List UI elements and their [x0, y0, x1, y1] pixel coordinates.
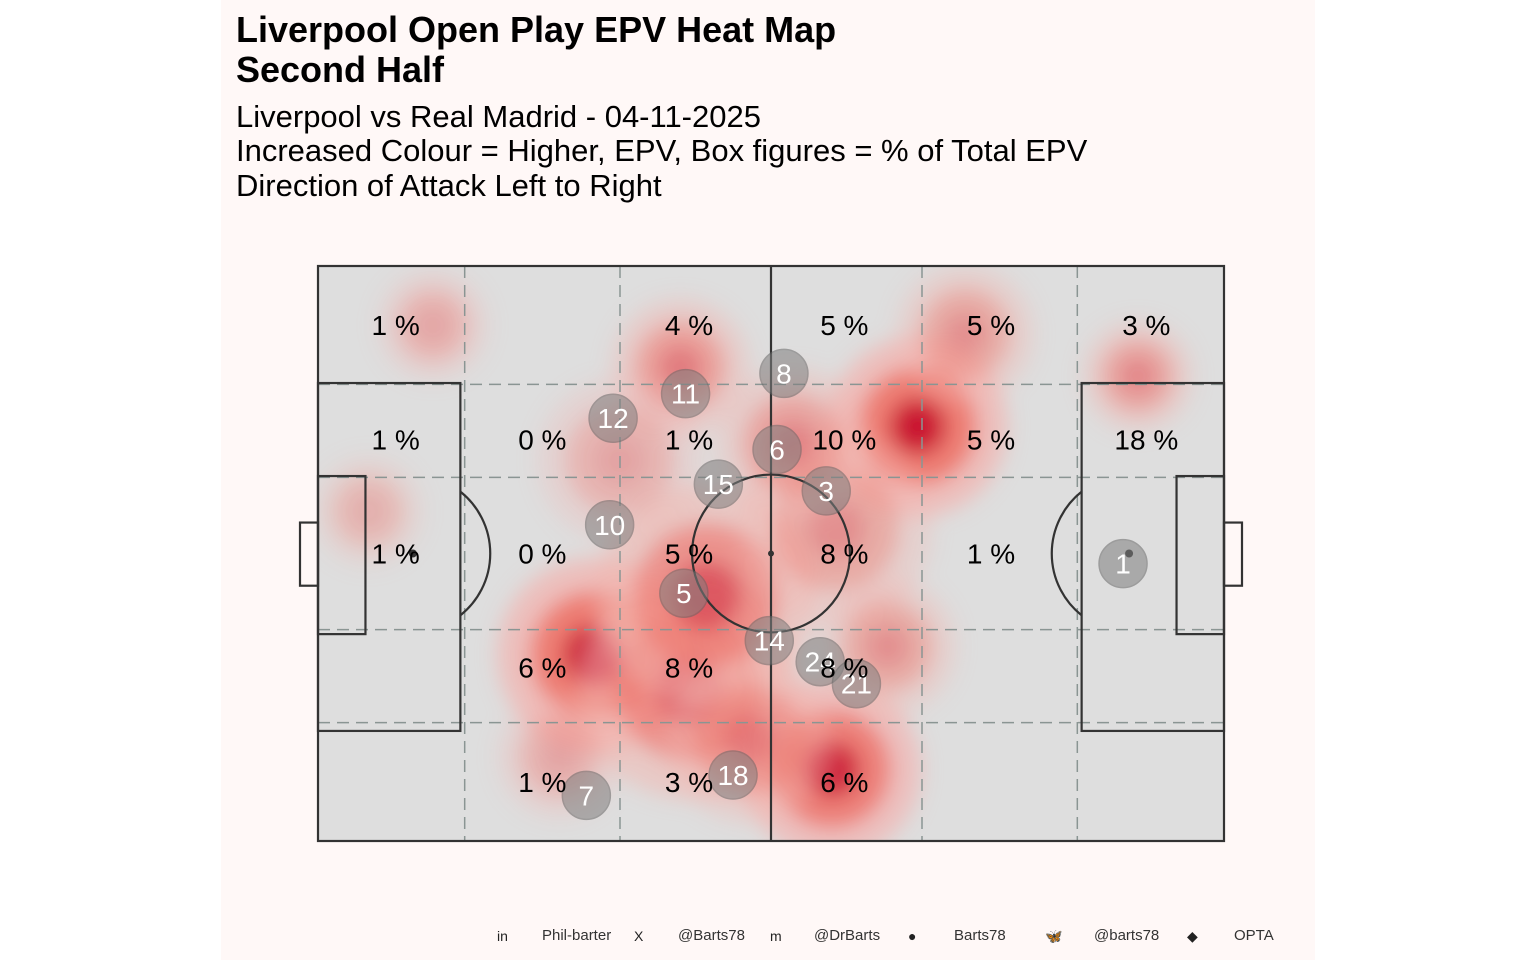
heat-spot-core	[1120, 358, 1155, 394]
linkedin-icon[interactable]: in	[497, 928, 508, 944]
zone-percent-label: 8 %	[665, 653, 713, 684]
penalty-arc-left	[459, 490, 492, 617]
player-number: 21	[841, 669, 872, 700]
zone-percent-label: 0 %	[518, 424, 566, 455]
player-marker	[708, 750, 758, 800]
penalty-arc-right	[1050, 490, 1083, 617]
zone-percent-label: 6 %	[820, 767, 868, 798]
zone-percent-label: 0 %	[518, 539, 566, 570]
player-marker	[561, 770, 612, 821]
goal-left	[298, 521, 320, 587]
footer-credit-label[interactable]: Phil-barter	[542, 927, 612, 944]
match-subtitle: Liverpool vs Real Madrid - 04-11-2025	[236, 99, 761, 134]
zone-percent-label: 1 %	[967, 539, 1015, 570]
heat-spot-core	[540, 737, 580, 776]
footer-credit-label[interactable]: @DrBarts	[814, 927, 881, 944]
player-marker	[660, 368, 711, 419]
player-marker	[759, 348, 809, 399]
mastodon-icon[interactable]: m	[770, 928, 782, 944]
player-marker	[1098, 538, 1148, 589]
github-icon[interactable]: ●	[908, 928, 917, 944]
footer-credit-label[interactable]: Barts78	[954, 927, 1006, 944]
zone-percent-label: 10 %	[812, 424, 876, 455]
zone-percent-label: 1 %	[665, 424, 713, 455]
zone-percent-label: 5 %	[967, 310, 1015, 341]
bluesky-icon[interactable]: 🦋	[1045, 928, 1063, 944]
zone-percent-label: 1 %	[372, 424, 420, 455]
player-number: 5	[676, 578, 692, 609]
heat-spot-core	[415, 307, 451, 343]
player-marker	[752, 424, 802, 475]
direction-subtitle: Direction of Attack Left to Right	[236, 168, 662, 203]
player-marker	[584, 500, 635, 550]
player-marker	[744, 615, 795, 666]
player-marker	[831, 658, 882, 709]
player-number: 24	[805, 647, 836, 678]
zone-percent-label: 8 %	[820, 653, 868, 684]
footer-credit-label[interactable]: @Barts78	[678, 927, 745, 944]
player-number: 10	[594, 510, 625, 541]
player-number: 8	[776, 358, 792, 389]
footer-credit-label[interactable]: @barts78	[1094, 927, 1160, 944]
penalty-spot-left	[408, 549, 417, 558]
zone-percent-label: 1 %	[518, 767, 566, 798]
player-number: 18	[717, 760, 748, 791]
heat-spot-core	[865, 624, 910, 669]
player-marker	[795, 636, 845, 687]
goal-right	[1222, 521, 1244, 587]
player-marker	[801, 466, 851, 516]
zone-percent-label: 1 %	[372, 539, 420, 570]
zone-percent-label: 18 %	[1114, 424, 1178, 455]
player-number: 14	[754, 626, 785, 657]
player-marker	[693, 459, 744, 509]
zone-percent-label: 5 %	[665, 539, 713, 570]
heat-spot-core	[889, 398, 946, 455]
player-marker	[588, 393, 638, 443]
legend-subtitle: Increased Colour = Higher, EPV, Box figu…	[236, 133, 1088, 168]
zone-labels: 1 % 4 % 5 % 5 % 3 %1 % 0 % 1 % 10 % 5 % 18 %1 % 0 …	[372, 310, 1179, 798]
player-number: 1	[1115, 549, 1131, 580]
player-number: 11	[671, 379, 700, 410]
zone-percent-label: 3 %	[1122, 310, 1170, 341]
player-number: 15	[703, 469, 734, 500]
heat-spot-core	[350, 493, 386, 529]
zone-percent-label: 1 %	[372, 310, 420, 341]
zone-percent-label: 3 %	[665, 767, 713, 798]
centre-spot	[768, 550, 774, 557]
footer-credits: in Phil-barter X @Barts78 m @DrBarts ● Barts78 🦋…	[0, 924, 1536, 948]
player-number: 12	[598, 403, 629, 434]
chart-title: Liverpool Open Play EPV Heat Map	[236, 9, 837, 50]
zone-percent-label: 4 %	[665, 310, 713, 341]
zone-percent-label: 5 %	[967, 424, 1015, 455]
dropbox-icon[interactable]: ◆	[1187, 928, 1198, 944]
zone-percent-label: 6 %	[518, 653, 566, 684]
footer-credit-label[interactable]: OPTA	[1234, 927, 1274, 944]
player-marker	[659, 568, 709, 618]
player-number: 6	[769, 434, 785, 465]
player-number: 7	[579, 780, 595, 811]
zone-percent-label: 5 %	[820, 310, 868, 341]
chart-title-half: Second Half	[236, 49, 445, 90]
x-icon[interactable]: X	[634, 928, 644, 944]
player-number: 3	[818, 476, 834, 507]
zone-percent-label: 8 %	[820, 539, 868, 570]
heat-spot-core	[943, 312, 987, 356]
